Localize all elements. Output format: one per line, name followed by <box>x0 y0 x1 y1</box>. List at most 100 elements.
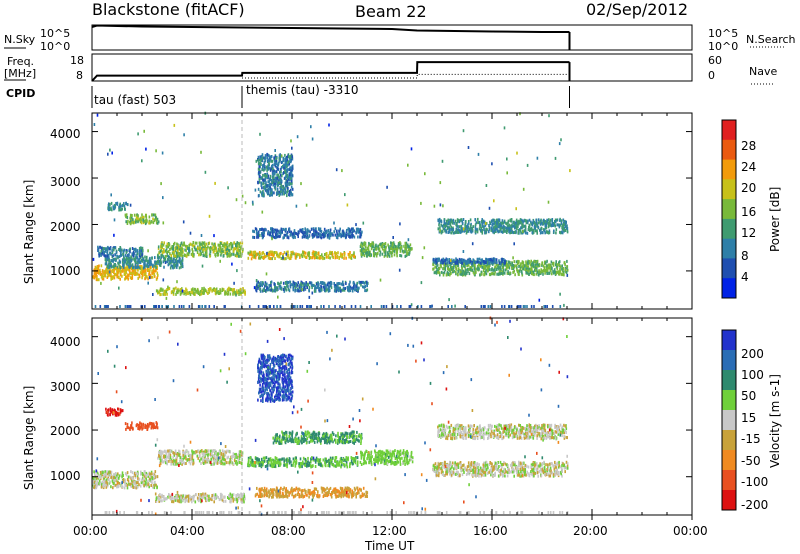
power-cell <box>405 244 407 248</box>
power-cell <box>543 305 545 308</box>
power-cell <box>455 222 457 226</box>
power-cell <box>285 178 288 182</box>
power-cell <box>551 220 553 224</box>
power-cell <box>466 260 468 264</box>
power-cell <box>263 229 265 233</box>
velocity-cell <box>109 480 111 484</box>
power-cell <box>267 180 269 184</box>
power-cell <box>219 249 221 253</box>
power-cell <box>134 269 137 273</box>
power-cell <box>556 270 559 274</box>
power-cell <box>106 276 109 279</box>
power-cell <box>445 224 448 228</box>
power-cell <box>374 247 376 251</box>
power-cell <box>502 230 504 234</box>
power-cell <box>198 305 201 308</box>
power-cell <box>106 251 109 255</box>
power-cell <box>559 230 561 234</box>
power-cell <box>507 221 509 225</box>
power-cell <box>563 223 565 227</box>
power-cell <box>137 268 139 272</box>
velocity-cell <box>113 484 116 488</box>
power-cell <box>265 289 267 293</box>
power-cell <box>443 260 445 264</box>
power-cell <box>268 179 271 183</box>
power-cell <box>115 251 118 254</box>
power-cell <box>347 233 350 237</box>
power-cell <box>531 231 534 235</box>
power-cell <box>288 228 291 232</box>
power-cell <box>439 219 441 223</box>
power-cell <box>452 218 455 222</box>
power-cell <box>522 187 525 191</box>
power-cell <box>446 227 449 231</box>
power-cell <box>486 228 488 232</box>
power-cell <box>449 220 452 224</box>
power-cell <box>445 257 448 261</box>
power-cell <box>133 248 135 251</box>
power-cell <box>156 221 159 225</box>
power-cell <box>313 283 315 287</box>
power-cell <box>546 220 548 224</box>
power-cell <box>178 289 180 293</box>
power-cell <box>325 286 327 290</box>
power-cell <box>134 265 137 269</box>
power-cell <box>216 290 219 294</box>
power-cell <box>269 305 271 308</box>
power-cell <box>163 265 165 269</box>
power-cell <box>450 227 453 231</box>
power-cell <box>143 219 146 223</box>
power-cell <box>519 267 522 271</box>
power-cell <box>170 264 172 268</box>
power-cell <box>439 229 441 233</box>
power-cell <box>351 231 353 235</box>
power-cell <box>199 293 201 297</box>
power-cell <box>128 305 130 308</box>
power-cell <box>270 182 272 186</box>
power-cell <box>449 273 451 277</box>
velocity-cell <box>105 478 108 482</box>
power-cell <box>217 247 220 251</box>
velocity-cell <box>97 476 99 480</box>
power-cell <box>277 163 279 167</box>
power-cell <box>490 228 492 232</box>
power-cell <box>389 250 392 254</box>
power-cell <box>544 220 547 224</box>
power-cell <box>132 254 134 258</box>
power-cell <box>463 263 466 267</box>
power-cell <box>101 252 103 256</box>
power-cell <box>290 177 293 180</box>
power-cell <box>408 305 411 308</box>
power-cell <box>501 272 503 275</box>
power-cell <box>546 272 549 275</box>
power-cell <box>302 286 305 290</box>
velocity-cell <box>114 477 117 481</box>
power-cell <box>497 272 500 276</box>
power-cell <box>513 220 515 224</box>
power-cell <box>261 153 264 157</box>
power-cell <box>139 218 141 222</box>
power-cell <box>264 159 267 163</box>
power-cell <box>530 222 532 226</box>
power-cell <box>96 265 99 268</box>
power-cell <box>118 248 120 251</box>
power-cell <box>125 220 127 224</box>
power-cell <box>171 245 173 248</box>
power-cell <box>539 231 542 235</box>
power-cell <box>485 257 487 261</box>
power-cell <box>439 263 442 267</box>
power-cell <box>156 271 159 275</box>
power-cell <box>537 263 540 267</box>
power-cell <box>555 228 558 232</box>
power-cell <box>364 241 367 245</box>
power-cell <box>529 261 531 265</box>
power-cell <box>349 280 351 284</box>
power-cell <box>529 267 532 271</box>
power-cell <box>502 264 505 268</box>
power-cell <box>173 250 175 254</box>
power-cell <box>499 228 501 232</box>
power-cell <box>261 156 264 160</box>
power-cell <box>501 305 503 308</box>
power-cell <box>368 253 371 257</box>
power-cell <box>506 157 508 161</box>
